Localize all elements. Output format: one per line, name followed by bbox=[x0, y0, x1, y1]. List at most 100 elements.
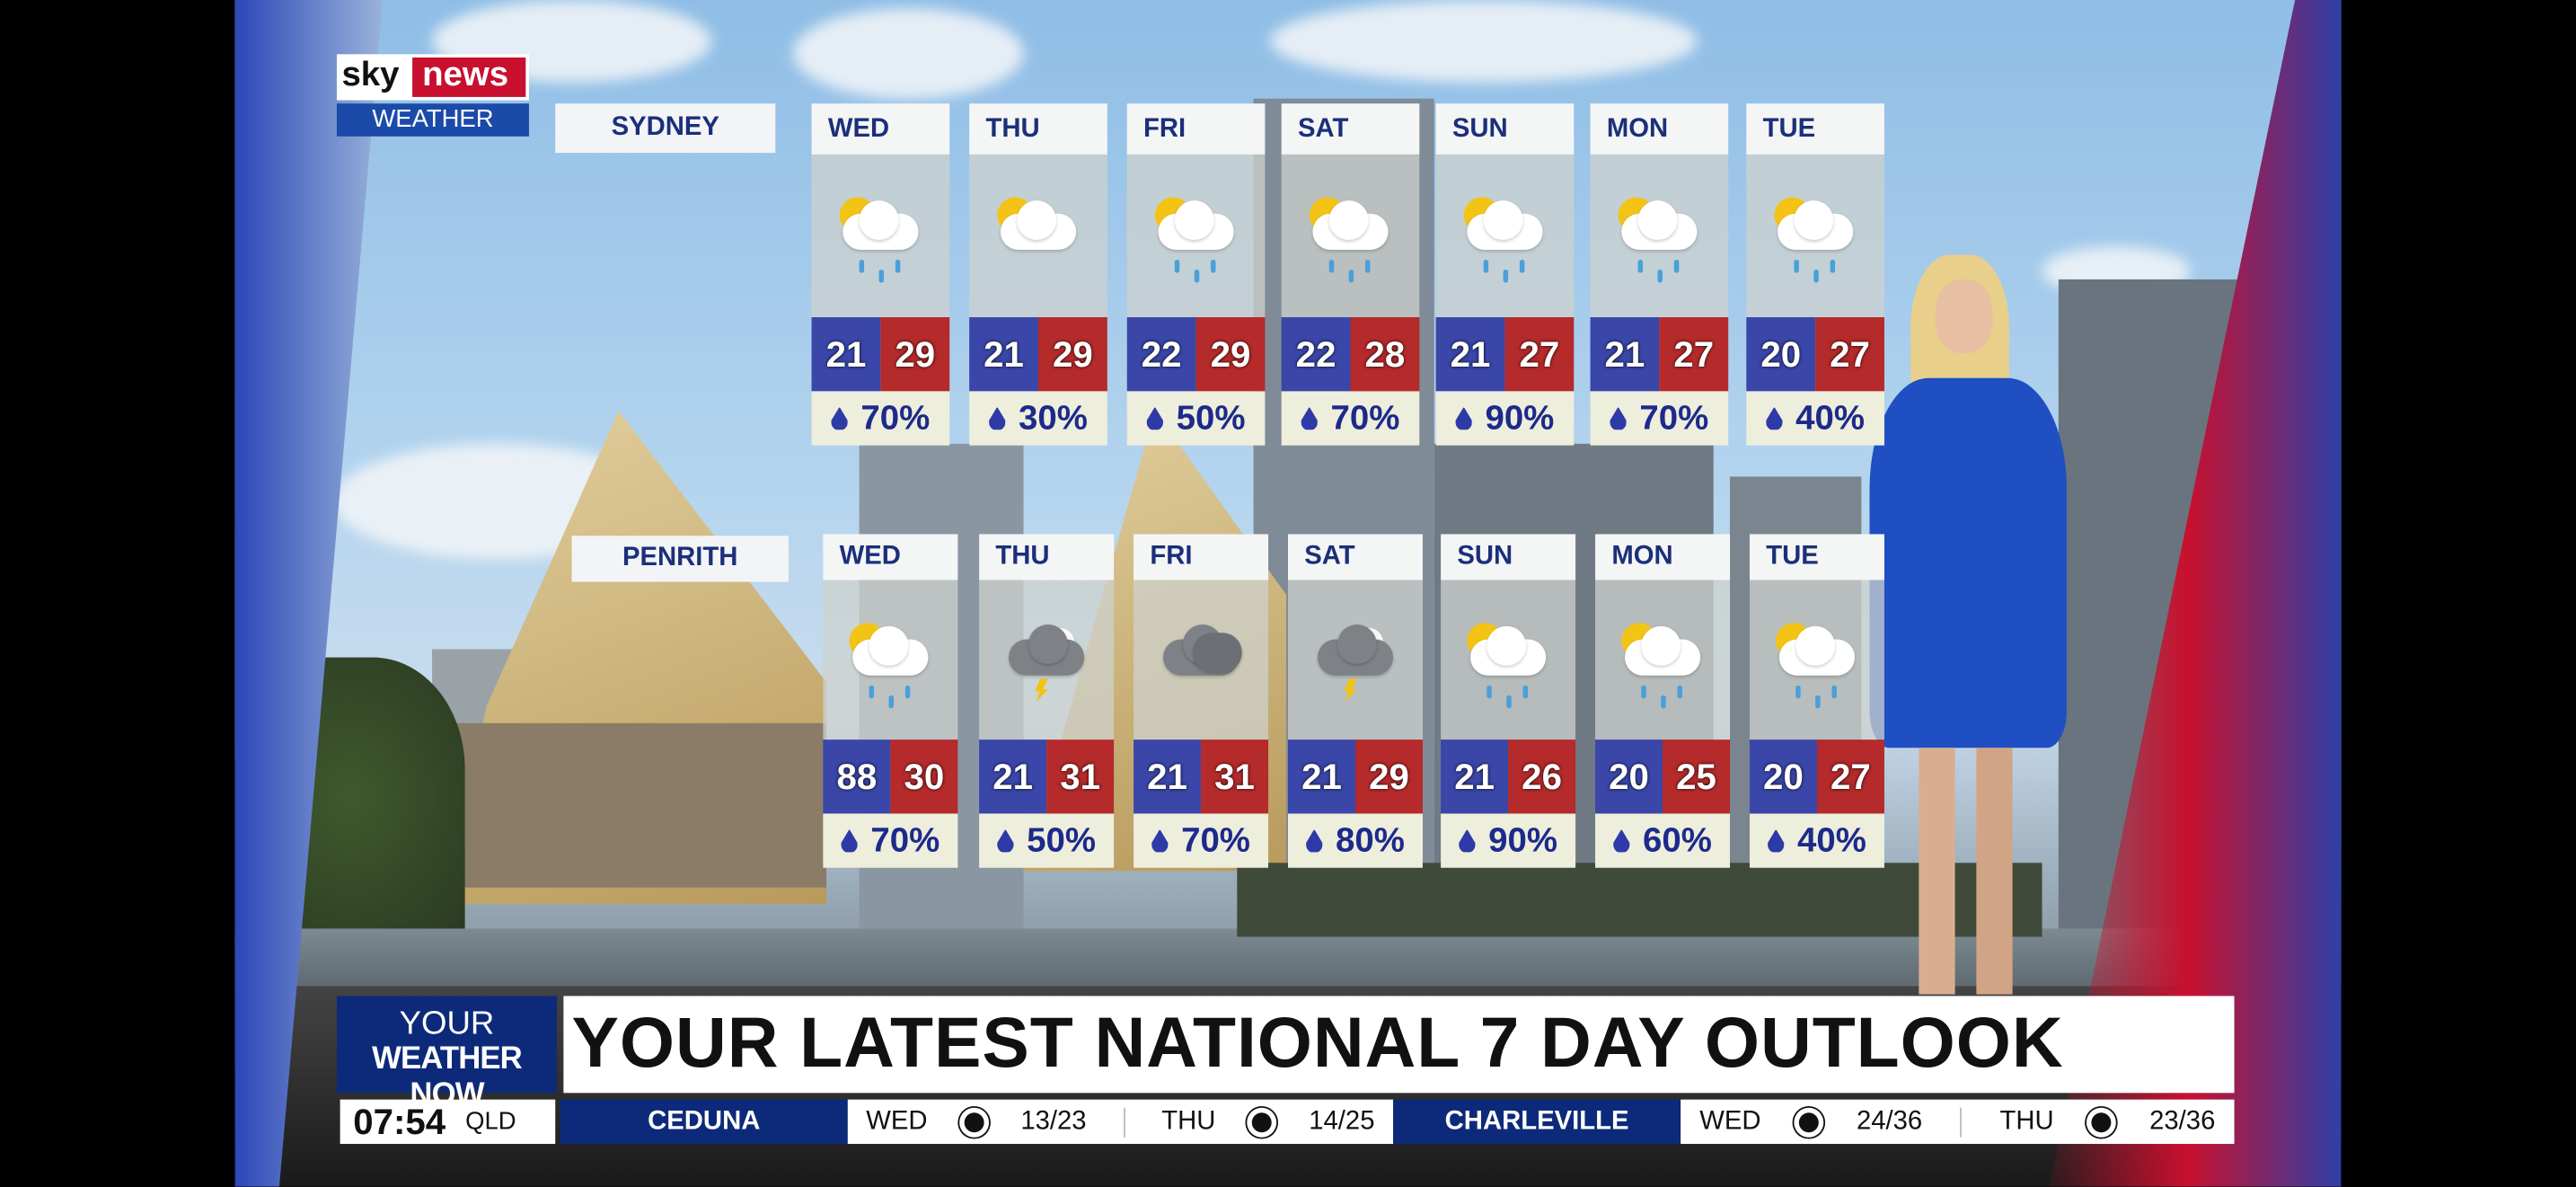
presenter bbox=[1837, 254, 2100, 995]
ticker-location: CHARLEVILLE bbox=[1393, 1099, 1681, 1145]
sydney-forecast-card: TUE 20 27 40% bbox=[1746, 103, 1884, 446]
sydney-forecast-card: MON 21 27 70% bbox=[1590, 103, 1729, 446]
high-temp: 28 bbox=[1350, 317, 1420, 392]
high-temp: 25 bbox=[1663, 740, 1731, 814]
rain-drop-icon bbox=[1459, 828, 1476, 853]
sun-cloud-rain-icon bbox=[1595, 580, 1731, 740]
headline: YOUR LATEST NATIONAL 7 DAY OUTLOOK bbox=[563, 996, 2235, 1094]
rain-drop-icon bbox=[1151, 828, 1169, 853]
rain-chance: 90% bbox=[1485, 398, 1555, 437]
penrith-label: PENRITH bbox=[571, 536, 789, 582]
low-temp: 88 bbox=[823, 740, 891, 814]
sun-cloud-rain-icon bbox=[1435, 154, 1575, 318]
storm-cloud-icon bbox=[979, 580, 1115, 740]
day-label: SAT bbox=[1281, 103, 1420, 155]
rain-chance: 40% bbox=[1795, 398, 1866, 437]
rain-drop-icon bbox=[997, 828, 1014, 853]
ticker-forecast: WED 13/23 THU 14/25 bbox=[847, 1099, 1394, 1145]
partly-cloudy-icon bbox=[1798, 1112, 1819, 1132]
low-temp: 21 bbox=[1590, 317, 1660, 392]
rain-chance: 70% bbox=[870, 820, 940, 859]
day-label: THU bbox=[969, 103, 1107, 155]
sun-cloud-rain-icon bbox=[1441, 580, 1576, 740]
high-temp: 27 bbox=[1659, 317, 1729, 392]
rain-chance: 80% bbox=[1336, 820, 1405, 859]
day-label: WED bbox=[823, 534, 958, 580]
sun-cloud-rain-icon bbox=[823, 580, 958, 740]
high-temp: 30 bbox=[890, 740, 958, 814]
rain-chance: 30% bbox=[1019, 398, 1088, 437]
ticker-location: CEDUNA bbox=[560, 1099, 848, 1145]
day-label: FRI bbox=[1126, 103, 1266, 155]
sun-cloud-rain-icon bbox=[1749, 580, 1884, 740]
sun-icon bbox=[1252, 1112, 1273, 1132]
ticker-day: WED bbox=[866, 1106, 928, 1135]
rain-drop-icon bbox=[1768, 828, 1785, 853]
day-label: WED bbox=[811, 103, 950, 155]
sun-cloud-rain-icon bbox=[1590, 154, 1729, 318]
high-temp: 27 bbox=[1504, 317, 1575, 392]
sun-cloud-rain-icon bbox=[1126, 154, 1266, 318]
time: 07:54 bbox=[353, 1100, 446, 1142]
penrith-forecast-card: TUE 20 27 40% bbox=[1749, 534, 1884, 868]
day-label: FRI bbox=[1134, 534, 1269, 580]
low-temp: 21 bbox=[1435, 317, 1505, 392]
rain-drop-icon bbox=[1455, 406, 1472, 430]
day-label: TUE bbox=[1749, 534, 1884, 580]
sun-cloud-rain-icon bbox=[1281, 154, 1420, 318]
dark-cloud-icon bbox=[1134, 580, 1269, 740]
penrith-forecast-card: MON 20 25 60% bbox=[1595, 534, 1731, 868]
sun-cloud-icon bbox=[969, 154, 1107, 318]
ticker-temps: 13/23 bbox=[1020, 1106, 1087, 1135]
low-temp: 21 bbox=[1441, 740, 1509, 814]
ticker-temps: 23/36 bbox=[2149, 1106, 2216, 1135]
high-temp: 26 bbox=[1508, 740, 1576, 814]
low-temp: 22 bbox=[1281, 317, 1351, 392]
timezone: QLD bbox=[465, 1107, 516, 1136]
sun-icon bbox=[964, 1112, 984, 1132]
high-temp: 29 bbox=[1354, 740, 1423, 814]
low-temp: 21 bbox=[969, 317, 1038, 392]
rain-chance: 70% bbox=[1639, 398, 1709, 437]
low-temp: 21 bbox=[1287, 740, 1355, 814]
storm-cloud-icon bbox=[1287, 580, 1423, 740]
rain-drop-icon bbox=[1610, 406, 1627, 430]
ticker-forecast: WED 24/36 THU 23/36 bbox=[1681, 1099, 2235, 1145]
high-temp: 31 bbox=[1201, 740, 1269, 814]
rain-chance: 70% bbox=[860, 398, 931, 437]
clock: 07:54 QLD bbox=[340, 1099, 556, 1145]
sydney-label: SYDNEY bbox=[555, 103, 776, 154]
day-label: MON bbox=[1590, 103, 1729, 155]
day-label: MON bbox=[1595, 534, 1731, 580]
partly-cloudy-icon bbox=[2091, 1112, 2112, 1132]
high-temp: 29 bbox=[880, 317, 950, 392]
day-label: SAT bbox=[1287, 534, 1423, 580]
penrith-forecast-card: THU 21 31 50% bbox=[979, 534, 1115, 868]
sun-cloud-rain-icon bbox=[1746, 154, 1884, 318]
ticker-day: WED bbox=[1699, 1106, 1761, 1135]
your-weather-now-tag: YOUR WEATHER NOW bbox=[336, 996, 558, 1112]
high-temp: 31 bbox=[1046, 740, 1115, 814]
penrith-forecast-card: WED 88 30 70% bbox=[823, 534, 958, 868]
ticker-temps: 14/25 bbox=[1309, 1106, 1375, 1135]
low-temp: 20 bbox=[1746, 317, 1816, 392]
sydney-forecast-card: SUN 21 27 90% bbox=[1435, 103, 1575, 446]
ticker-day: THU bbox=[1161, 1106, 1216, 1135]
rain-drop-icon bbox=[841, 828, 858, 853]
rain-chance: 70% bbox=[1330, 398, 1400, 437]
rain-chance: 70% bbox=[1181, 820, 1250, 859]
high-temp: 29 bbox=[1037, 317, 1107, 392]
rain-drop-icon bbox=[1613, 828, 1630, 853]
low-temp: 22 bbox=[1126, 317, 1196, 392]
rain-chance: 90% bbox=[1488, 820, 1557, 859]
rain-chance: 40% bbox=[1796, 820, 1866, 859]
ticker-day: THU bbox=[1999, 1106, 2054, 1135]
ticker-temps: 24/36 bbox=[1856, 1106, 1923, 1135]
low-temp: 20 bbox=[1749, 740, 1817, 814]
day-label: TUE bbox=[1746, 103, 1884, 155]
rain-chance: 50% bbox=[1176, 398, 1246, 437]
high-temp: 27 bbox=[1816, 740, 1884, 814]
penrith-forecast-card: SUN 21 26 90% bbox=[1441, 534, 1576, 868]
low-temp: 21 bbox=[1134, 740, 1202, 814]
